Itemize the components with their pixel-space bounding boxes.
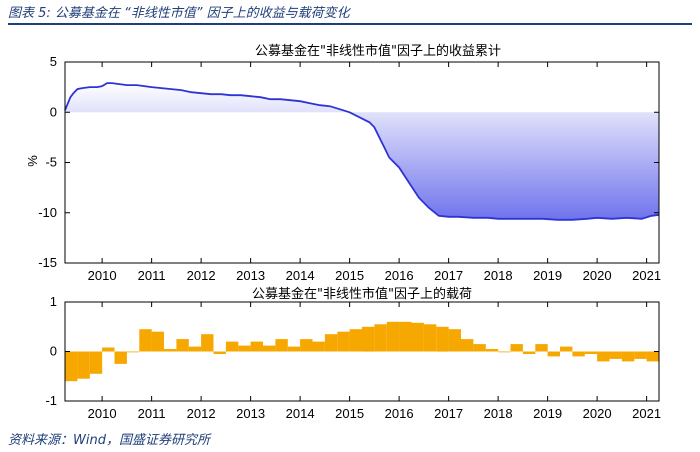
chart2-xtick-label: 2017: [434, 406, 463, 421]
chart2-xtick-label: 2015: [335, 406, 364, 421]
chart2-bar: [386, 321, 400, 352]
chart1-xtick-label: 2010: [88, 268, 117, 283]
chart1-xtick-label: 2015: [335, 268, 364, 283]
chart1-title: 公募基金在"非线性市值"因子上的收益累计: [255, 43, 501, 59]
chart1-ytick-label: -15: [38, 255, 57, 270]
chart2-xtick-label: 2018: [484, 406, 513, 421]
chart2-bar: [201, 334, 214, 352]
chart2-bar: [176, 339, 189, 352]
chart1-xtick-label: 2021: [632, 268, 661, 283]
chart2-xtick-label: 2020: [583, 406, 612, 421]
chart2-bar: [411, 322, 424, 352]
chart1-xtick-label: 2018: [484, 268, 513, 283]
chart2-bar: [126, 351, 140, 353]
source-note: 资料来源：Wind，国盛证券研究所: [8, 433, 210, 448]
chart1-area-fill: [65, 83, 659, 220]
chart2-bar: [349, 329, 362, 352]
chart2-xtick-label: 2013: [236, 406, 265, 421]
chart2-bar: [188, 346, 202, 352]
chart1-xtick-label: 2011: [138, 268, 166, 283]
chart1-ylabel: %: [25, 155, 40, 167]
chart2-bar: [621, 351, 635, 362]
chart1-ytick-label: 5: [50, 54, 57, 69]
chart2-bar: [213, 351, 226, 354]
chart2-bar: [362, 326, 375, 352]
chart2-bar: [572, 351, 585, 357]
chart2-bar: [547, 351, 560, 357]
chart2-xtick-label: 2021: [632, 406, 661, 421]
figure-caption: 图表 5: 公募基金在 “非线性市值” 因子上的收益与载荷变化: [8, 6, 350, 21]
chart2-bar: [510, 344, 523, 352]
chart2-bar: [275, 339, 288, 352]
caption-rule: [8, 23, 692, 25]
chart2-ytick-label: -1: [45, 393, 57, 408]
chart1-ytick-label: -10: [38, 205, 57, 220]
chart2-bar: [522, 351, 536, 354]
chart2-bar: [287, 346, 301, 352]
chart2-bar: [337, 331, 350, 352]
chart2-ytick-label: 1: [50, 294, 57, 309]
chart2-bar: [448, 329, 461, 352]
chart2-bar: [423, 324, 437, 352]
chart2-bar: [634, 351, 647, 359]
chart1-xtick-label: 2019: [533, 268, 562, 283]
chart1-xtick-label: 2013: [236, 268, 265, 283]
chart2-xtick-label: 2019: [533, 406, 562, 421]
chart1-ytick-label: 0: [50, 104, 57, 119]
chart2-bar: [473, 344, 486, 352]
chart2-bar: [151, 331, 164, 352]
chart2-bar: [312, 341, 325, 352]
chart2-bar: [609, 351, 622, 359]
chart2-xtick-label: 2012: [187, 406, 216, 421]
chart2-bar: [374, 324, 387, 352]
chart2-xtick-label: 2011: [138, 406, 166, 421]
chart1-xtick-label: 2016: [385, 268, 414, 283]
chart2-bar: [485, 349, 499, 352]
chart2-bar: [263, 345, 276, 352]
chart2-ytick-label: 0: [50, 344, 57, 359]
chart2-bar: [300, 339, 313, 352]
chart2-bar: [65, 351, 78, 382]
chart2-bar: [535, 344, 548, 352]
chart2-bar: [461, 339, 474, 352]
chart2-bar: [238, 345, 251, 352]
chart1-xtick-label: 2017: [434, 268, 463, 283]
chart1-xtick-label: 2020: [583, 268, 612, 283]
chart2-bar: [89, 351, 103, 374]
chart2-bar: [324, 334, 338, 352]
chart2-bar: [139, 329, 152, 352]
chart2-bar: [114, 351, 127, 364]
chart2-bar: [646, 351, 659, 362]
chart2-xtick-label: 2010: [88, 406, 117, 421]
chart2-bar: [498, 351, 511, 353]
chart2-bar: [250, 341, 263, 352]
chart1-series-line: [64, 82, 660, 221]
chart1-xtick-label: 2012: [187, 268, 216, 283]
chart2-xtick-label: 2014: [286, 406, 315, 421]
chart2-bar: [225, 341, 239, 352]
chart2-bar: [436, 326, 449, 352]
chart2-bar: [77, 351, 90, 379]
chart2-bar: [399, 321, 412, 352]
chart2-bar: [560, 346, 573, 352]
chart2-title: 公募基金在"非线性市值"因子上的载荷: [252, 286, 472, 302]
chart1-ytick-label: -5: [45, 155, 57, 170]
chart2-bar: [584, 351, 598, 354]
chart2-bar: [102, 347, 115, 352]
chart2-xtick-label: 2016: [385, 406, 414, 421]
chart1-xtick-label: 2014: [286, 268, 315, 283]
chart2-bar: [597, 351, 610, 362]
chart2-bar: [164, 349, 177, 352]
